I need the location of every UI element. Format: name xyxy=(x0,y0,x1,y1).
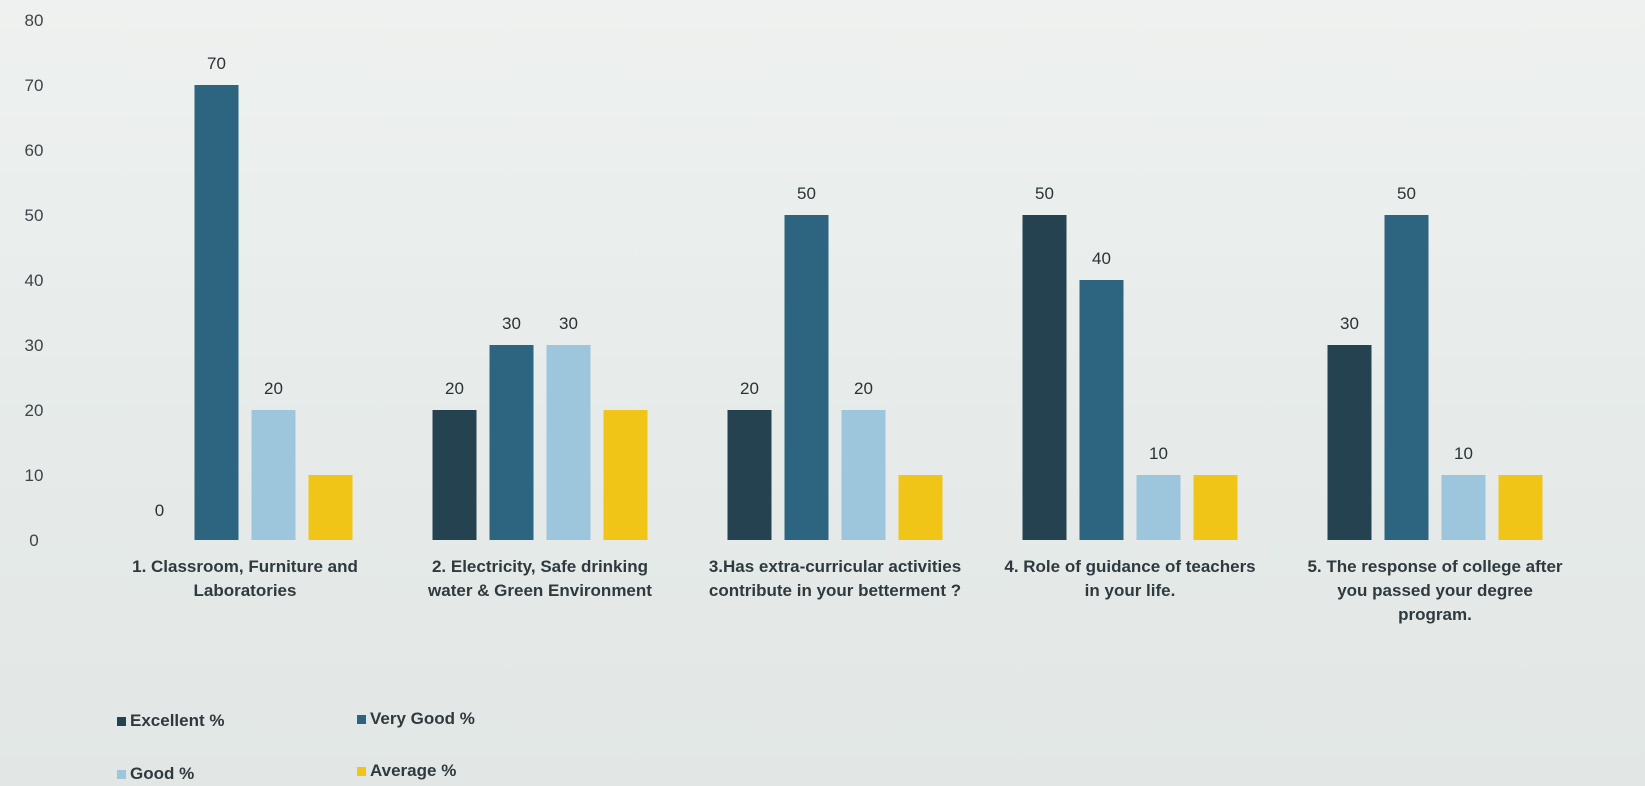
legend-label-good: Good % xyxy=(130,764,195,783)
data-label: 20 xyxy=(740,379,759,398)
y-tick-label: 40 xyxy=(25,271,44,290)
legend-item-excellent[interactable]: Excellent % xyxy=(117,711,225,731)
bar-average-cat5[interactable] xyxy=(1498,475,1543,540)
bar-average-cat1[interactable] xyxy=(308,475,353,540)
bar-excellent-cat2[interactable] xyxy=(432,410,477,540)
bar-excellent-cat4[interactable] xyxy=(1022,215,1067,540)
bar-very-good-cat4[interactable] xyxy=(1079,280,1124,540)
bar-very-good-cat2[interactable] xyxy=(489,345,534,540)
data-label: 30 xyxy=(502,314,521,333)
bar-very-good-cat1[interactable] xyxy=(194,85,239,540)
category-label: program. xyxy=(1398,605,1472,624)
legend-label-excellent: Excellent % xyxy=(130,711,225,730)
y-tick-label: 80 xyxy=(25,11,44,30)
data-label: 20 xyxy=(445,379,464,398)
category-label: 5. The response of college after xyxy=(1307,557,1562,576)
legend-swatch-excellent xyxy=(117,716,126,726)
data-label: 20 xyxy=(264,379,283,398)
data-label: 50 xyxy=(1035,184,1054,203)
y-tick-label: 50 xyxy=(25,206,44,225)
category-label: 3.Has extra-curricular activities xyxy=(709,557,961,576)
data-label: 10 xyxy=(1454,444,1473,463)
category-label: water & Green Environment xyxy=(427,581,652,600)
data-label: 30 xyxy=(559,314,578,333)
bar-good-cat4[interactable] xyxy=(1136,475,1181,540)
bar-excellent-cat5[interactable] xyxy=(1327,345,1372,540)
legend-item-good[interactable]: Good % xyxy=(117,764,194,784)
data-label: 50 xyxy=(797,184,816,203)
bar-very-good-cat3[interactable] xyxy=(784,215,829,540)
legend-swatch-very-good xyxy=(357,714,366,724)
y-tick-label: 70 xyxy=(25,76,44,95)
category-label: 4. Role of guidance of teachers xyxy=(1004,557,1255,576)
legend-item-very-good[interactable]: Very Good % xyxy=(357,709,475,729)
data-label: 0 xyxy=(155,501,164,520)
bar-very-good-cat5[interactable] xyxy=(1384,215,1429,540)
category-label: Laboratories xyxy=(194,581,297,600)
y-tick-label: 20 xyxy=(25,401,44,420)
data-label: 70 xyxy=(207,54,226,73)
y-tick-label: 0 xyxy=(29,531,38,550)
legend-label-average: Average % xyxy=(370,761,457,780)
y-tick-label: 30 xyxy=(25,336,44,355)
bar-good-cat3[interactable] xyxy=(841,410,886,540)
data-label: 30 xyxy=(1340,314,1359,333)
bar-good-cat5[interactable] xyxy=(1441,475,1486,540)
bar-good-cat2[interactable] xyxy=(546,345,591,540)
category-label: you passed your degree xyxy=(1337,581,1533,600)
category-label: 2. Electricity, Safe drinking xyxy=(432,557,648,576)
y-tick-label: 10 xyxy=(25,466,44,485)
category-label: in your life. xyxy=(1085,581,1176,600)
bar-excellent-cat3[interactable] xyxy=(727,410,772,540)
category-label: contribute in your betterment ? xyxy=(709,581,961,600)
bar-average-cat4[interactable] xyxy=(1193,475,1238,540)
bar-good-cat1[interactable] xyxy=(251,410,296,540)
legend-swatch-good xyxy=(117,769,126,779)
data-label: 10 xyxy=(1149,444,1168,463)
bar-average-cat2[interactable] xyxy=(603,410,648,540)
data-label: 20 xyxy=(854,379,873,398)
category-label: 1. Classroom, Furniture and xyxy=(132,557,358,576)
data-label: 50 xyxy=(1397,184,1416,203)
legend-label-very-good: Very Good % xyxy=(370,709,475,728)
legend-swatch-average xyxy=(357,766,366,776)
data-label: 40 xyxy=(1092,249,1111,268)
bar-average-cat3[interactable] xyxy=(898,475,943,540)
legend-item-average[interactable]: Average % xyxy=(357,761,456,781)
y-tick-label: 60 xyxy=(25,141,44,160)
